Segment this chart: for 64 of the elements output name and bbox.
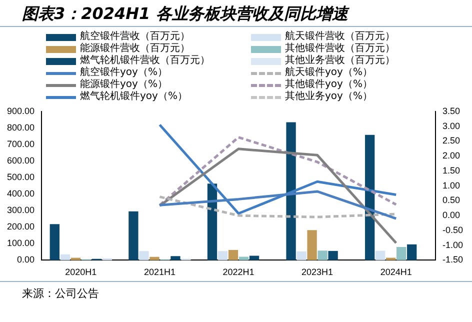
y2-tick-label: 1.00 (442, 180, 460, 190)
bar (296, 251, 306, 260)
y2-tick-label: 3.50 (442, 106, 460, 116)
y-tick-label: 500.00 (6, 172, 35, 182)
y2-tick-label: 2.00 (442, 150, 460, 161)
y-tick-label: 300.00 (6, 205, 35, 216)
y-tick-label: 400.00 (6, 188, 35, 199)
y-tick-label: 100.00 (6, 238, 35, 248)
bar (286, 122, 296, 260)
bar (307, 230, 317, 260)
bar (170, 256, 180, 260)
bar (139, 251, 149, 260)
y2-tick-label: -1.00 (442, 240, 463, 250)
bar (396, 246, 406, 260)
legend-label: 航天锻件营收（百万元） (285, 31, 395, 42)
x-tick-label: 2022H1 (222, 267, 254, 278)
bar (128, 211, 138, 260)
chart-title: 图表3：2024H1 各业务板块营收及同比增速 (0, 0, 472, 27)
bar (407, 244, 417, 260)
bar (228, 250, 238, 260)
x-tick-label: 2021H1 (144, 267, 176, 278)
bar (60, 254, 70, 260)
y-tick-label: 800.00 (6, 122, 35, 132)
x-tick-label: 2024H1 (380, 267, 412, 278)
x-tick-label: 2020H1 (65, 267, 97, 278)
bar (207, 184, 218, 260)
legend-label: 其他锻件yoy（%） (285, 79, 372, 90)
legend-label: 燃气轮机锻件yoy（%） (80, 91, 188, 103)
y-tick-label: 900.00 (6, 106, 35, 116)
y-tick-label: 600.00 (6, 155, 35, 166)
y2-tick-label: 0.00 (442, 210, 460, 220)
y-tick-label: 0.00 (16, 254, 35, 265)
y2-tick-label: 0.50 (442, 195, 460, 206)
legend-label: 燃气轮机锻件营收（百万元） (80, 55, 210, 66)
bar (249, 256, 260, 260)
line-series (158, 196, 398, 218)
legend-label: 能源锻件营收（百万元） (80, 43, 190, 54)
y-tick-label: 700.00 (6, 138, 35, 149)
bar (386, 258, 396, 260)
legend-label: 航天锻件yoy（%） (285, 67, 372, 78)
x-tick-label: 2023H1 (302, 267, 334, 278)
bar (328, 250, 338, 260)
legend-label: 其他业务yoy（%） (285, 91, 372, 103)
legend-label: 航空锻件yoy（%） (80, 67, 168, 78)
legend-label: 其他业务营收（百万元） (285, 55, 395, 66)
y2-tick-label: 1.50 (442, 165, 460, 176)
bar (364, 134, 375, 260)
y2-tick-label: 3.00 (442, 120, 460, 131)
y2-tick-label: 2.50 (442, 136, 460, 146)
bar (50, 224, 60, 260)
y2-tick-label: -1.50 (442, 254, 463, 265)
bar (376, 250, 386, 260)
y2-tick-label: -0.50 (442, 224, 463, 235)
bar (150, 256, 160, 260)
bar (70, 258, 81, 260)
line-series (158, 136, 398, 206)
source-note: 来源：公司公告 (0, 281, 472, 301)
y-tick-label: 200.00 (6, 222, 35, 232)
legend-label: 能源锻件yoy（%） (80, 79, 168, 90)
legend-label: 航空锻件营收（百万元） (80, 31, 190, 42)
bar (238, 256, 249, 260)
legend-label: 其他锻件营收（百万元） (285, 43, 395, 54)
bar (218, 251, 228, 260)
bar (318, 250, 328, 260)
